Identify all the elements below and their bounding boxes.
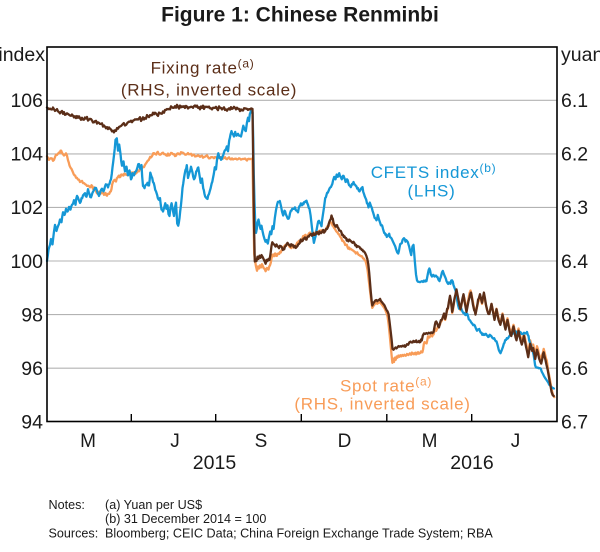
svg-text:Spot rate(a): Spot rate(a) [340, 375, 432, 396]
svg-text:6.1: 6.1 [561, 90, 588, 112]
svg-text:102: 102 [10, 197, 43, 219]
svg-text:Bloomberg; CEIC Data; China Fo: Bloomberg; CEIC Data; China Foreign Exch… [105, 527, 493, 541]
svg-text:J: J [511, 431, 521, 452]
svg-text:(b) 31 December 2014 = 100: (b) 31 December 2014 = 100 [105, 512, 266, 526]
svg-text:(a) Yuan per US$: (a) Yuan per US$ [105, 498, 202, 512]
svg-text:Sources:: Sources: [49, 527, 99, 541]
svg-text:D: D [338, 431, 352, 452]
svg-text:M: M [80, 431, 96, 452]
svg-text:Fixing rate(a): Fixing rate(a) [151, 57, 255, 78]
svg-text:(RHS, inverted scale): (RHS, inverted scale) [121, 81, 297, 100]
svg-text:6.2: 6.2 [561, 144, 588, 166]
svg-text:S: S [255, 431, 268, 452]
svg-text:6.7: 6.7 [561, 412, 588, 434]
svg-text:J: J [170, 431, 180, 452]
svg-text:6.4: 6.4 [561, 251, 588, 273]
svg-text:Notes:: Notes: [49, 498, 85, 512]
svg-text:104: 104 [10, 144, 43, 166]
svg-text:100: 100 [10, 251, 43, 273]
svg-text:2016: 2016 [450, 452, 493, 474]
svg-text:106: 106 [10, 90, 43, 112]
svg-text:6.6: 6.6 [561, 358, 588, 380]
svg-text:(LHS): (LHS) [408, 182, 456, 201]
svg-text:Figure 1: Chinese Renminbi: Figure 1: Chinese Renminbi [161, 4, 439, 27]
svg-text:yuan: yuan [561, 44, 600, 66]
svg-text:6.3: 6.3 [561, 197, 588, 219]
svg-text:6.5: 6.5 [561, 304, 588, 326]
svg-text:(RHS, inverted scale): (RHS, inverted scale) [294, 395, 470, 414]
svg-text:index: index [0, 44, 45, 66]
svg-text:2015: 2015 [193, 452, 237, 474]
svg-text:M: M [422, 431, 438, 452]
svg-text:94: 94 [21, 412, 43, 434]
svg-text:CFETS index(b): CFETS index(b) [371, 161, 497, 182]
svg-text:96: 96 [21, 358, 43, 380]
svg-text:98: 98 [21, 304, 43, 326]
